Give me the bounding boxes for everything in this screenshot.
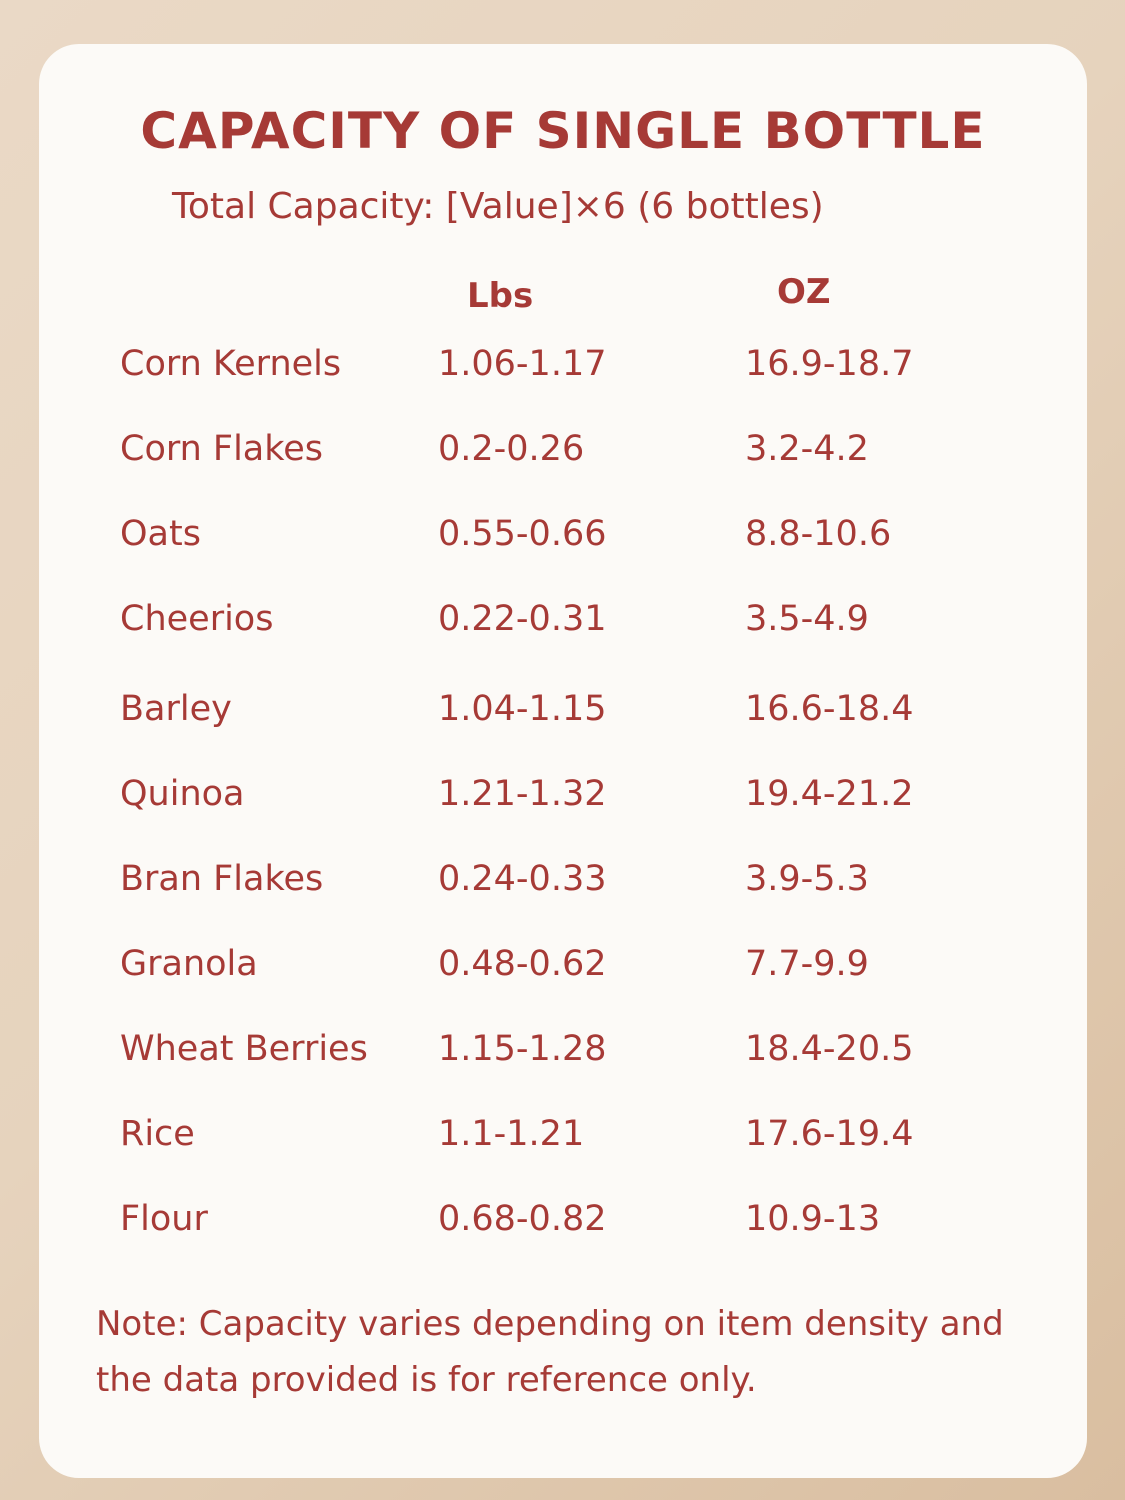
table-row: Wheat Berries 1.15-1.28 18.4-20.5: [39, 1029, 1087, 1089]
item-name: Cheerios: [120, 599, 274, 639]
column-header-oz: OZ: [777, 272, 831, 312]
item-lbs: 0.55-0.66: [438, 514, 607, 554]
item-name: Corn Flakes: [120, 429, 324, 469]
item-name: Quinoa: [120, 774, 245, 814]
item-lbs: 0.2-0.26: [438, 429, 585, 469]
item-lbs: 0.48-0.62: [438, 944, 607, 984]
item-lbs: 0.22-0.31: [438, 599, 607, 639]
column-header-lbs: Lbs: [467, 276, 534, 316]
item-name: Oats: [120, 514, 201, 554]
item-name: Wheat Berries: [120, 1029, 368, 1069]
item-oz: 17.6-19.4: [745, 1114, 914, 1154]
item-name: Barley: [120, 689, 232, 729]
item-oz: 3.9-5.3: [745, 859, 869, 899]
table-row: Granola 0.48-0.62 7.7-9.9: [39, 944, 1087, 1004]
table-row: Rice 1.1-1.21 17.6-19.4: [39, 1114, 1087, 1174]
item-oz: 10.9-13: [745, 1199, 881, 1239]
item-lbs: 1.15-1.28: [438, 1029, 607, 1069]
item-oz: 16.6-18.4: [745, 689, 914, 729]
item-lbs: 1.1-1.21: [438, 1114, 585, 1154]
item-name: Rice: [120, 1114, 195, 1154]
reference-note: Note: Capacity varies depending on item …: [96, 1304, 1004, 1400]
item-oz: 16.9-18.7: [745, 344, 914, 384]
item-oz: 18.4-20.5: [745, 1029, 914, 1069]
table-row: Quinoa 1.21-1.32 19.4-21.2: [39, 774, 1087, 834]
item-name: Bran Flakes: [120, 859, 324, 899]
item-lbs: 1.04-1.15: [438, 689, 607, 729]
total-capacity-subtitle: Total Capacity: [Value]×6 (6 bottles): [172, 186, 824, 227]
table-row: Bran Flakes 0.24-0.33 3.9-5.3: [39, 859, 1087, 919]
capacity-card: CAPACITY OF SINGLE BOTTLE Total Capacity…: [39, 44, 1087, 1478]
table-row: Corn Flakes 0.2-0.26 3.2-4.2: [39, 429, 1087, 489]
item-name: Corn Kernels: [120, 344, 342, 384]
table-row: Oats 0.55-0.66 8.8-10.6: [39, 514, 1087, 574]
item-oz: 3.2-4.2: [745, 429, 869, 469]
table-row: Barley 1.04-1.15 16.6-18.4: [39, 689, 1087, 749]
table-row: Flour 0.68-0.82 10.9-13: [39, 1199, 1087, 1259]
item-oz: 7.7-9.9: [745, 944, 869, 984]
item-name: Granola: [120, 944, 258, 984]
table-row: Cheerios 0.22-0.31 3.5-4.9: [39, 599, 1087, 659]
item-lbs: 1.06-1.17: [438, 344, 607, 384]
item-lbs: 0.68-0.82: [438, 1199, 607, 1239]
item-oz: 19.4-21.2: [745, 774, 914, 814]
page-title: CAPACITY OF SINGLE BOTTLE: [140, 102, 986, 160]
item-oz: 3.5-4.9: [745, 599, 869, 639]
item-name: Flour: [120, 1199, 208, 1239]
item-oz: 8.8-10.6: [745, 514, 892, 554]
item-lbs: 0.24-0.33: [438, 859, 607, 899]
table-row: Corn Kernels 1.06-1.17 16.9-18.7: [39, 344, 1087, 404]
item-lbs: 1.21-1.32: [438, 774, 607, 814]
